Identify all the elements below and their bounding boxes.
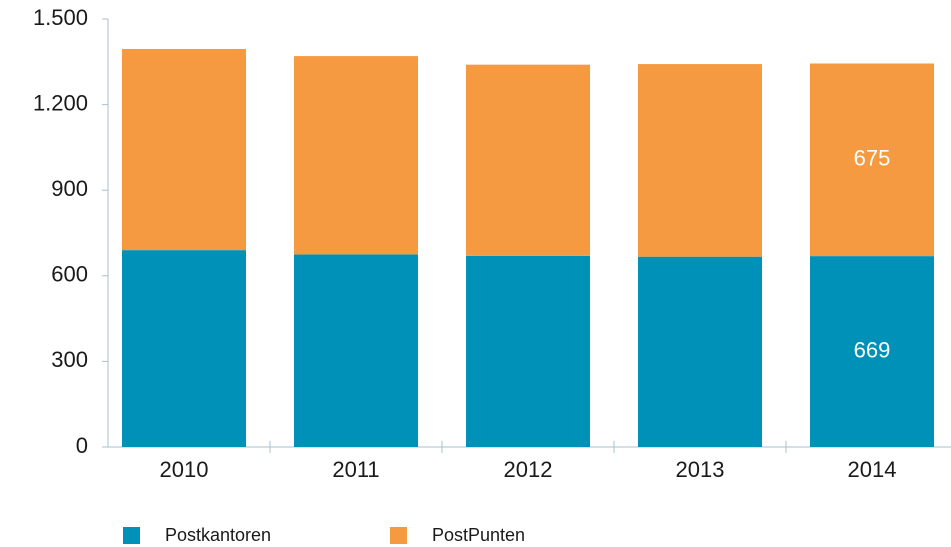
legend-label: PostPunten (432, 525, 525, 545)
y-tick-label: 600 (51, 262, 88, 287)
bar-segment (638, 256, 762, 447)
legend-label: Postkantoren (165, 525, 271, 545)
bar-segment (810, 256, 934, 447)
bar-segment (294, 254, 418, 447)
x-tick-label: 2011 (332, 457, 379, 482)
x-tick-label: 2010 (160, 457, 209, 482)
data-label: 669 (854, 337, 891, 362)
y-tick-label: 900 (51, 176, 88, 201)
bar-segment (466, 255, 590, 447)
bar-segment (122, 250, 246, 447)
x-tick-label: 2014 (848, 457, 897, 482)
bar-segment (638, 64, 762, 257)
bar-segment (810, 63, 934, 257)
y-tick-label: 1.500 (33, 5, 88, 30)
y-tick-label: 0 (76, 433, 88, 458)
legend-swatch (390, 527, 407, 544)
bar-segment (294, 56, 418, 255)
bar-segment (466, 64, 590, 256)
y-tick-label: 1.200 (33, 90, 88, 115)
bar-segment (122, 48, 246, 251)
x-tick-label: 2012 (504, 457, 553, 482)
legend-swatch (123, 527, 140, 544)
y-tick-label: 300 (51, 347, 88, 372)
x-tick-label: 2013 (676, 457, 725, 482)
data-label: 675 (854, 146, 891, 171)
